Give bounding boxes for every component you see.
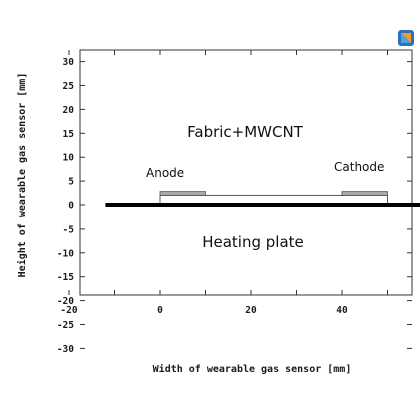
anode-electrode <box>159 191 206 196</box>
fabric-label: Fabric+MWCNT <box>187 123 304 141</box>
y-tick-label: 0 <box>68 201 74 212</box>
x-tick-label: 40 <box>336 305 348 316</box>
y-tick-label: 25 <box>63 81 75 92</box>
app-logo-icon[interactable] <box>398 30 414 46</box>
plot-frame <box>79 49 413 296</box>
y-tick-label: 20 <box>63 105 75 116</box>
cathode-label: Cathode <box>334 160 384 174</box>
y-tick-label: -5 <box>63 224 75 235</box>
x-tick-label: 0 <box>157 305 163 316</box>
heating-plate-label: Heating plate <box>202 233 304 251</box>
anode-label: Anode <box>146 166 184 180</box>
y-tick-label: -25 <box>57 320 74 331</box>
y-tick-label: 10 <box>63 153 75 164</box>
x-axis-title: Width of wearable gas sensor [mm] <box>153 363 352 375</box>
x-tick-label: -20 <box>60 305 77 316</box>
y-axis-title: Height of wearable gas sensor [mm] <box>16 73 28 278</box>
x-axis-ticks <box>68 50 388 295</box>
y-tick-label: -30 <box>57 344 74 355</box>
y-tick-label: 30 <box>63 57 75 68</box>
y-tick-label: 5 <box>68 177 74 188</box>
y-axis-ticks <box>80 61 412 349</box>
y-tick-label: -10 <box>57 248 74 259</box>
y-axis-tick-labels: 30 25 20 15 10 5 0 -5 -10 -15 -20 -25 -30 <box>57 57 74 355</box>
y-tick-label: -20 <box>57 296 74 307</box>
x-axis-tick-labels: -200204060 <box>60 305 348 316</box>
x-tick-label: 20 <box>245 305 257 316</box>
y-tick-label: -15 <box>57 272 74 283</box>
cathode-electrode <box>341 191 388 196</box>
y-tick-label: 15 <box>63 129 75 140</box>
